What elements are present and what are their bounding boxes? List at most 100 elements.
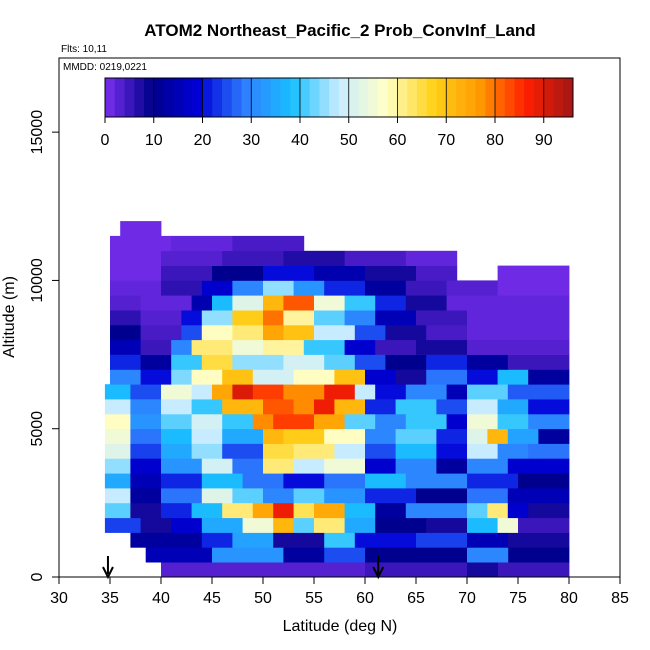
colorbar-swatch (358, 78, 369, 117)
heatmap-cell (365, 280, 407, 296)
heatmap-cell (354, 354, 386, 370)
colorbar-swatch (261, 78, 272, 117)
heatmap-cell (293, 443, 335, 459)
colorbar-swatch (456, 78, 467, 117)
colorbar-tick-label: 90 (535, 132, 553, 149)
heatmap-cell (375, 502, 407, 519)
colorbar-swatch (504, 78, 515, 117)
y-axis-label: Altitude (m) (1, 276, 18, 358)
heatmap-cell (405, 502, 468, 519)
colorbar-swatch (436, 78, 447, 117)
x-axis: 30 35 40 45 50 55 60 65 70 75 80 85 (50, 576, 629, 607)
colorbar-swatch (534, 78, 545, 117)
heatmap-cell (191, 399, 223, 415)
heatmap-cell (191, 369, 223, 385)
x-tick-label: 65 (407, 590, 425, 607)
dates-label: MMDD: 0219,0221 (63, 62, 147, 73)
x-tick-label: 35 (101, 590, 119, 607)
chart-title: ATOM2 Northeast_Pacific_2 Prob_ConvInf_L… (144, 21, 535, 40)
heatmap-cell (365, 369, 396, 385)
colorbar-swatch (485, 78, 496, 117)
heatmap-cell (283, 324, 315, 341)
heatmap-cell (145, 547, 213, 563)
heatmap-cell (161, 502, 192, 519)
colorbar-swatch (144, 78, 155, 117)
y-tick-label: 0 (29, 572, 46, 581)
heatmap-cell (201, 517, 243, 533)
heatmap-cell (104, 502, 131, 519)
heatmap-cell (263, 310, 284, 326)
heatmap-cell (405, 250, 458, 266)
heatmap-cell (314, 310, 345, 326)
heatmap-cell (467, 310, 570, 326)
heatmap-cell (222, 250, 284, 266)
y-tick-label: 15000 (29, 110, 46, 155)
colorbar-tick-label: 40 (291, 132, 309, 149)
colorbar-swatch (475, 78, 486, 117)
colorbar-swatch (251, 78, 262, 117)
colorbar-swatch (173, 78, 184, 117)
heatmap-cell (446, 295, 570, 311)
heatmap-cell (497, 517, 519, 533)
colorbar-tick-label: 50 (340, 132, 358, 149)
heatmap-cell (232, 384, 254, 400)
heatmap-cell (273, 532, 325, 548)
colorbar-swatch (446, 78, 457, 117)
heatmap-cell (395, 443, 437, 459)
heatmap-cell (140, 354, 172, 370)
colorbar-swatch (339, 78, 350, 117)
heatmap-cell (518, 473, 570, 489)
heatmap-cell (263, 324, 284, 341)
heatmap-cell (212, 295, 233, 311)
heatmap-cell (212, 547, 284, 563)
heatmap-cell (324, 473, 366, 489)
colorbar-swatch (563, 78, 574, 117)
heatmap-cell (104, 428, 131, 444)
heatmap-cell (120, 221, 162, 237)
colorbar-tick-label: 70 (437, 132, 455, 149)
heatmap-cell (426, 324, 468, 341)
heatmap-cell (110, 265, 162, 281)
heatmap-cell (446, 413, 468, 430)
heatmap-cell (497, 413, 529, 430)
heatmap-cell (161, 458, 203, 474)
heatmap-cell (395, 458, 437, 474)
heatmap-cell (507, 354, 570, 370)
heatmap-cell (314, 295, 345, 311)
heatmap-cell (375, 517, 427, 533)
heatmap-cell (314, 413, 345, 430)
heatmap-cell (222, 443, 264, 459)
heatmap-cell (201, 280, 233, 296)
x-tick-label: 75 (509, 590, 527, 607)
flights-label: Flts: 10,11 (61, 44, 107, 55)
heatmap-cell (283, 428, 325, 444)
x-tick-label: 70 (458, 590, 476, 607)
heatmap-cell (314, 517, 345, 533)
heatmap-cell (293, 488, 325, 504)
heatmap-cell (314, 265, 366, 281)
heatmap-cell (171, 517, 203, 533)
colorbar-swatch (153, 78, 164, 117)
heatmap-cell (191, 295, 213, 311)
heatmap-cell (365, 473, 407, 489)
heatmap-cell (293, 280, 325, 296)
heatmap-cell (344, 310, 376, 326)
heatmap-cell (191, 428, 223, 444)
colorbar-tick-label: 0 (101, 132, 110, 149)
heatmap-cell (324, 354, 356, 370)
heatmap-cell (283, 310, 315, 326)
heatmap-cell (365, 265, 417, 281)
heatmap-cell (130, 502, 162, 519)
heatmap-cell (467, 339, 570, 355)
colorbar-swatch (241, 78, 252, 117)
colorbar-swatch (270, 78, 281, 117)
heatmap-cell (104, 399, 131, 415)
heatmap-cell (375, 310, 417, 326)
heatmap-cell (161, 428, 192, 444)
heatmap-cell (110, 295, 141, 311)
heatmap-cell (528, 413, 570, 430)
heatmap-cell (161, 473, 203, 489)
colorbar-tick-label: 30 (242, 132, 260, 149)
heatmap-cell (497, 280, 570, 296)
